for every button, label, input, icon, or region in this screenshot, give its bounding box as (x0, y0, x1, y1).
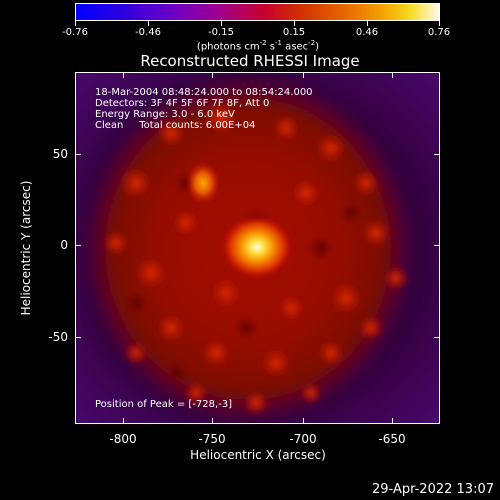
colorbar-tick-label: -0.46 (135, 27, 161, 38)
colorbar-tick (221, 21, 222, 26)
colorbar-tick (439, 21, 440, 26)
x-tick-label: -800 (109, 432, 137, 446)
rhessi-image-panel: 18-Mar-2004 08:48:24.000 to 08:54:24.000… (75, 72, 440, 424)
y-tick (434, 245, 440, 246)
x-tick (303, 418, 304, 424)
x-tick-label: -650 (378, 432, 406, 446)
x-axis-title: Heliocentric X (arcsec) (190, 448, 326, 462)
clean-counts: Clean Total counts: 6.00E+04 (95, 120, 256, 131)
colorbar-tick-label: 0.76 (427, 27, 451, 38)
x-tick (123, 418, 124, 424)
x-tick (392, 418, 393, 424)
rhessi-image (76, 73, 439, 423)
x-tick (123, 72, 124, 78)
detectors-info: Detectors: 3F 4F 5F 6F 7F 8F, Att 0 (95, 98, 270, 109)
y-tick-label: -50 (48, 330, 68, 344)
x-tick (212, 418, 213, 424)
colorbar-tick (367, 21, 368, 26)
y-axis-title: Heliocentric Y (arcsec) (19, 180, 33, 316)
secondary-source (185, 161, 221, 205)
x-tick (392, 72, 393, 78)
y-tick-label: 50 (52, 147, 68, 161)
colorbar-tick-label: 0.15 (282, 27, 306, 38)
y-tick (75, 337, 81, 338)
time-range: 18-Mar-2004 08:48:24.000 to 08:54:24.000 (95, 87, 313, 98)
colorbar-units: (photons cm-2 s-1 asec-2) (196, 39, 320, 53)
image-title: Reconstructed RHESSI Image (140, 52, 360, 70)
x-tick (212, 72, 213, 78)
colorbar (75, 3, 440, 21)
colorbar-tick-label: -0.15 (208, 27, 234, 38)
colorbar-tick-label: -0.76 (62, 27, 88, 38)
colorbar-tick (75, 21, 76, 26)
colorbar-tick (148, 21, 149, 26)
x-tick-label: -750 (198, 432, 226, 446)
x-tick (303, 72, 304, 78)
peak-source (221, 215, 293, 279)
x-tick-label: -700 (289, 432, 317, 446)
observation-info: 18-Mar-2004 08:48:24.000 to 08:54:24.000… (95, 87, 313, 131)
colorbar-tick (294, 21, 295, 26)
y-tick (75, 154, 81, 155)
peak-position: Position of Peak = [-728,-3] (95, 399, 233, 410)
colorbar-tick-label: 0.46 (355, 27, 379, 38)
y-tick (434, 337, 440, 338)
energy-range: Energy Range: 3.0 - 6.0 keV (95, 109, 235, 120)
y-tick-label: 0 (60, 238, 68, 252)
datestamp: 29-Apr-2022 13:07 (372, 482, 494, 497)
y-tick (434, 154, 440, 155)
y-tick (75, 245, 81, 246)
